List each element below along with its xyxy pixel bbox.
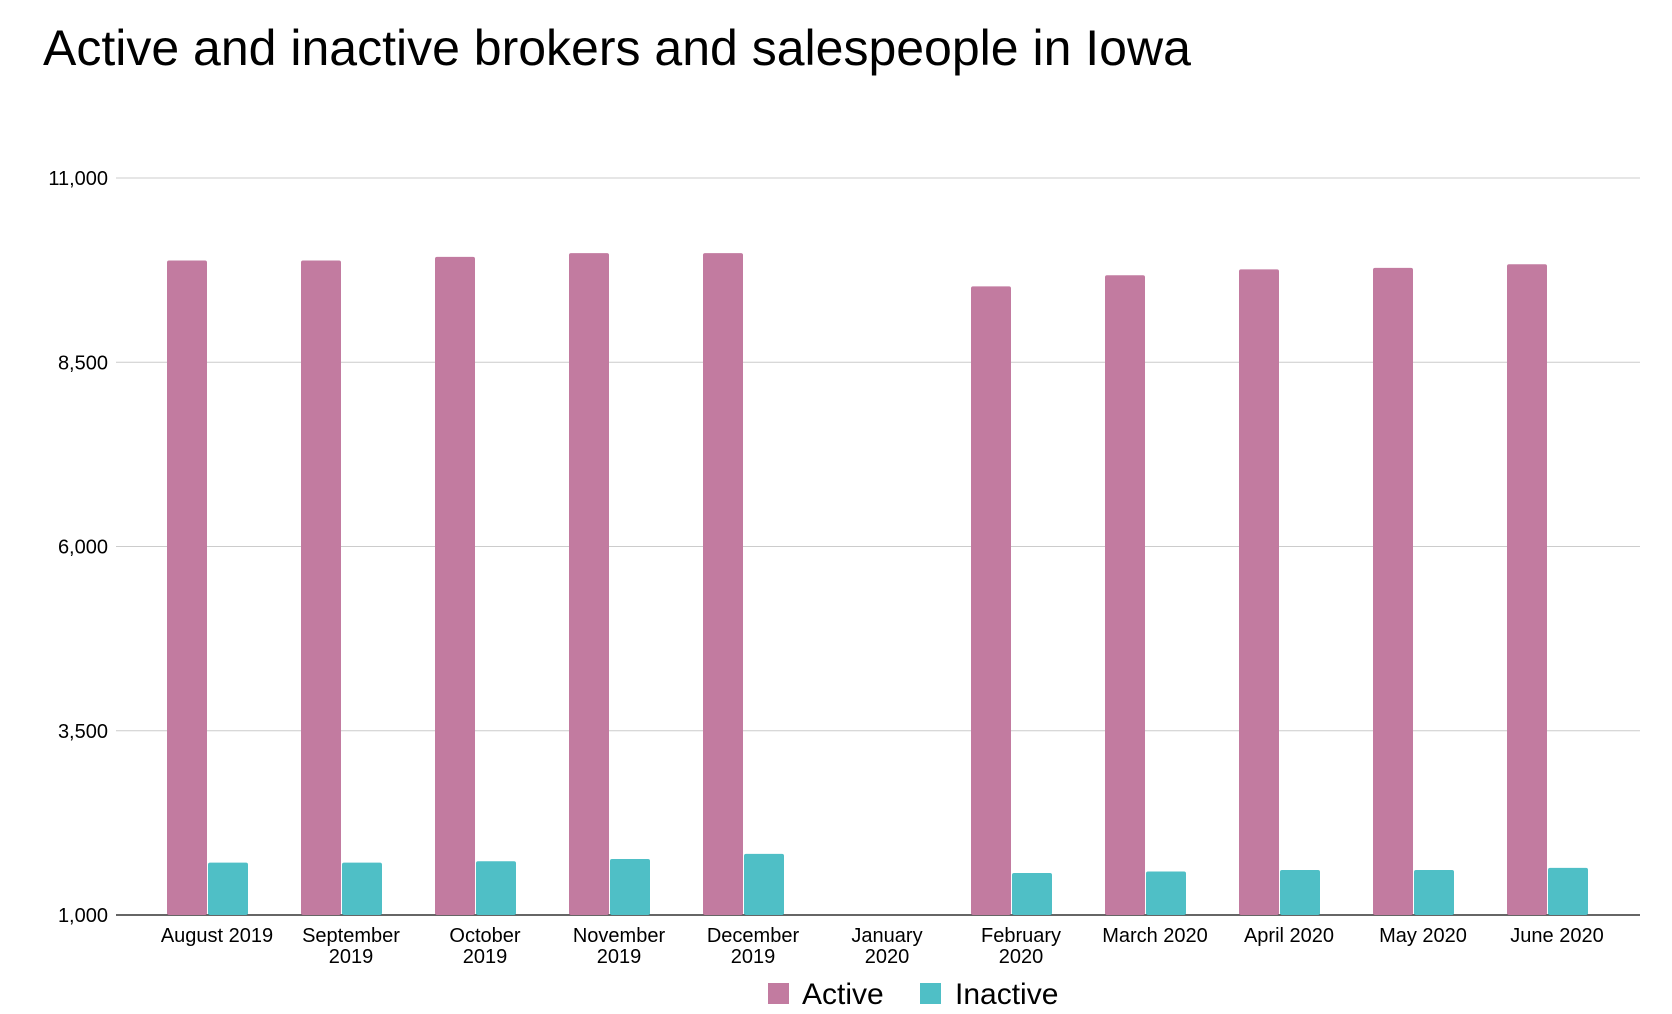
y-tick-label: 8,500: [58, 352, 108, 374]
legend-swatch-active: [768, 983, 789, 1004]
x-tick-label: March 2020: [1102, 925, 1208, 947]
bar-active: [971, 286, 1011, 915]
legend-swatch-inactive: [920, 983, 941, 1004]
axes: 1,000 3,500 6,000 8,500 11,000 August 2019 Sep…: [48, 168, 1603, 968]
x-tick-label: October 2019: [449, 925, 520, 968]
x-tick-label: April 2020: [1244, 925, 1334, 947]
bar-inactive: [610, 858, 650, 915]
y-tick-label: 1,000: [58, 905, 108, 927]
bar-inactive: [1414, 870, 1454, 915]
bar-inactive: [1548, 867, 1588, 915]
bar-active: [301, 260, 341, 915]
bar-inactive: [744, 853, 784, 915]
legend-label-inactive: Inactive: [955, 978, 1058, 1011]
bar-active: [1239, 269, 1279, 915]
x-tick-label: August 2019: [161, 925, 273, 947]
bar-inactive: [342, 862, 382, 915]
bar-active: [1507, 264, 1547, 915]
legend-label-active: Active: [802, 978, 884, 1011]
bar-inactive: [208, 862, 248, 915]
y-tick-label: 11,000: [48, 168, 108, 190]
bar-active: [167, 260, 207, 915]
x-tick-label: September 2019: [302, 925, 400, 968]
chart-title: Active and inactive brokers and salespeo…: [43, 20, 1191, 76]
bar-active: [435, 256, 475, 915]
bars: [167, 253, 1588, 915]
legend: Active Inactive: [768, 978, 1058, 1011]
bar-active: [1373, 267, 1413, 915]
y-tick-label: 6,000: [58, 537, 108, 559]
x-tick-label: February 2020: [981, 925, 1061, 968]
x-tick-label: December 2019: [707, 925, 800, 968]
x-tick-label: May 2020: [1379, 925, 1467, 947]
bar-active: [569, 253, 609, 915]
bar-inactive: [476, 861, 516, 915]
x-tick-label: November 2019: [573, 925, 666, 968]
bar-active: [1105, 275, 1145, 915]
bar-active: [703, 253, 743, 915]
y-tick-label: 3,500: [58, 721, 108, 743]
bar-inactive: [1012, 872, 1052, 915]
bar-inactive: [1280, 870, 1320, 915]
x-tick-label: June 2020: [1510, 925, 1603, 947]
x-tick-label: January 2020: [851, 925, 922, 968]
bar-inactive: [1146, 871, 1186, 915]
